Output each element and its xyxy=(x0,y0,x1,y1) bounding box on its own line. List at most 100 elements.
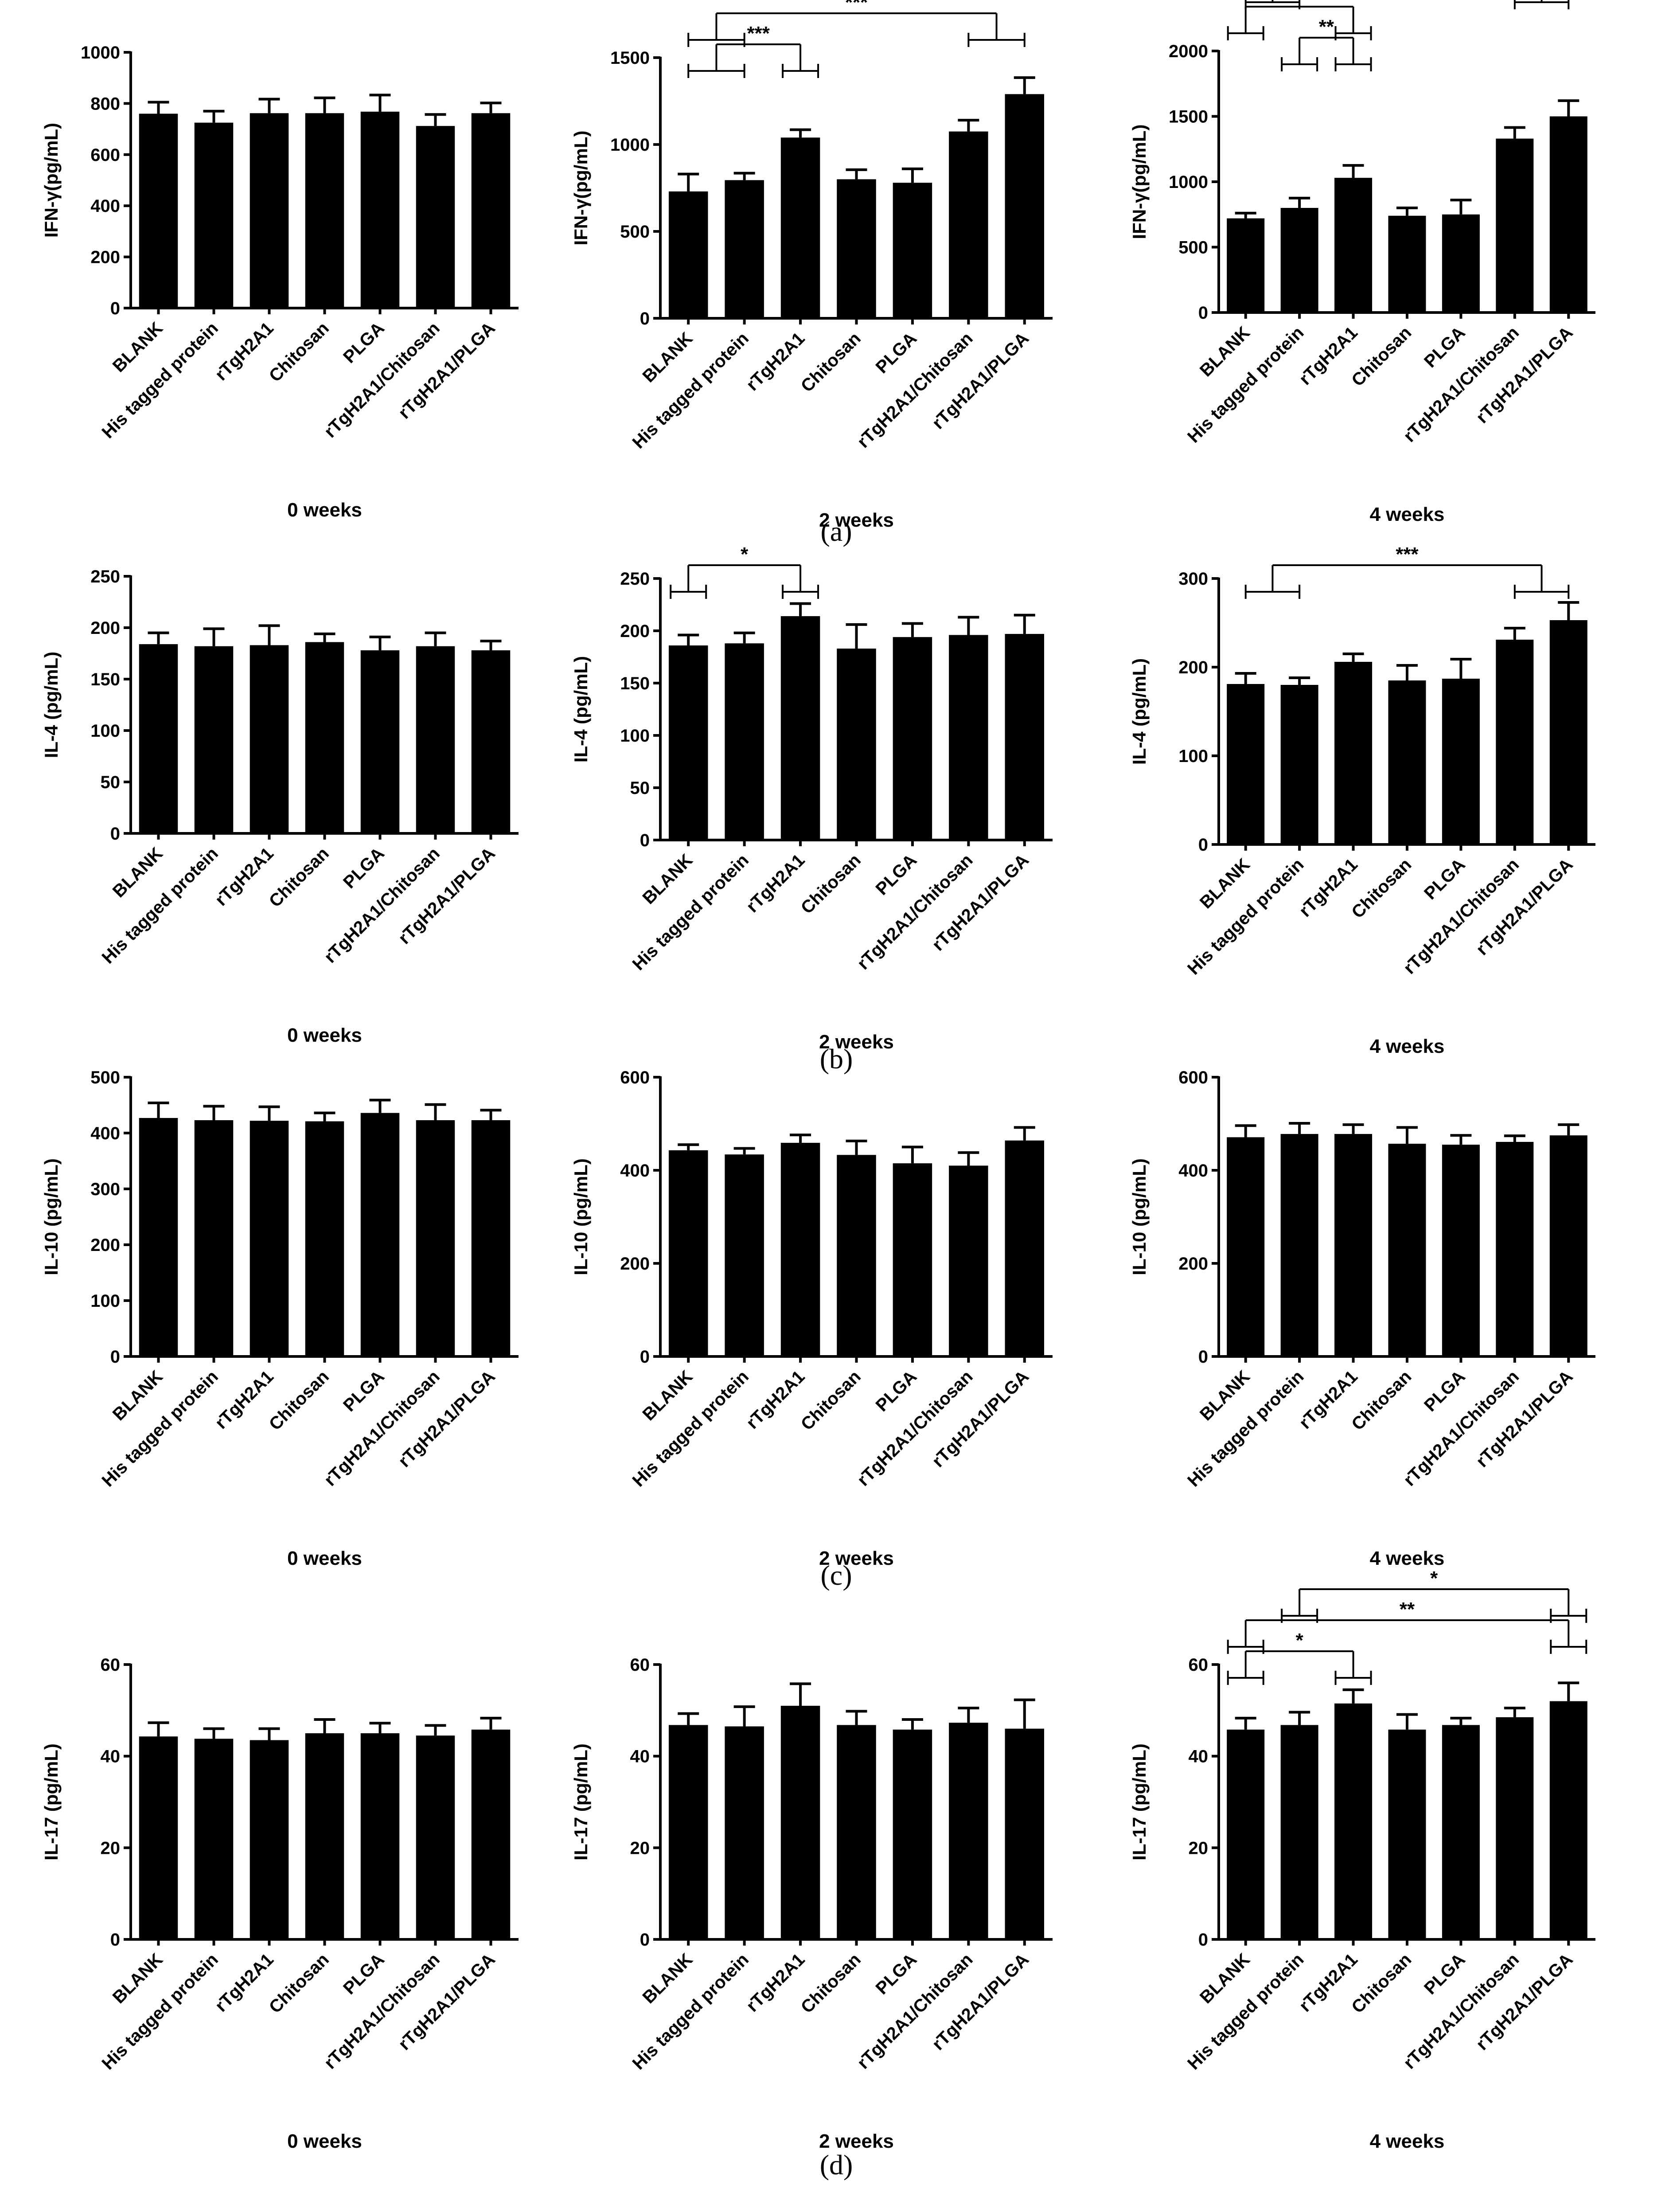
bar xyxy=(893,1163,932,1356)
bar xyxy=(1496,138,1534,313)
y-tick-label: 200 xyxy=(90,1235,120,1255)
bar xyxy=(416,646,455,833)
y-tick-label: 0 xyxy=(1198,1930,1208,1950)
bar xyxy=(1280,208,1318,313)
y-tick-label: 100 xyxy=(620,726,650,746)
y-axis-label: IL-4 (pg/mL) xyxy=(41,652,62,758)
y-axis-label: IFN-γ(pg/mL) xyxy=(1129,125,1150,239)
bar xyxy=(893,1729,932,1939)
bar xyxy=(668,1150,708,1356)
y-tick-label: 0 xyxy=(640,831,650,850)
y-tick-label: 60 xyxy=(1189,1655,1209,1675)
bar xyxy=(471,1120,511,1356)
y-tick-label: 0 xyxy=(640,309,650,328)
bar xyxy=(250,1121,289,1356)
y-tick-label: 40 xyxy=(1189,1747,1209,1766)
bar xyxy=(1442,1145,1480,1356)
bar xyxy=(360,111,400,308)
bar xyxy=(250,645,289,833)
x-axis-label: 2 weeks xyxy=(819,2130,894,2152)
bar xyxy=(1442,679,1480,844)
bar xyxy=(360,650,400,833)
panel-label-c: (c) xyxy=(820,1559,852,1591)
significance-label: ** xyxy=(1400,1598,1415,1620)
y-tick-label: 60 xyxy=(101,1655,121,1675)
bar xyxy=(305,1121,344,1356)
bar xyxy=(471,1729,511,1939)
bar xyxy=(725,1726,764,1939)
y-tick-label: 600 xyxy=(620,1068,650,1087)
y-axis-label: IL-10 (pg/mL) xyxy=(570,1158,591,1275)
y-tick-label: 100 xyxy=(90,721,120,741)
bar xyxy=(139,1736,178,1939)
bar xyxy=(837,1725,876,1939)
y-tick-label: 40 xyxy=(630,1747,650,1766)
x-axis-label: 4 weeks xyxy=(1370,2130,1445,2152)
bar xyxy=(1549,116,1587,313)
bar xyxy=(837,649,876,840)
bar xyxy=(1496,640,1534,844)
bar xyxy=(139,113,178,308)
y-tick-label: 300 xyxy=(1178,569,1208,589)
bar xyxy=(416,126,455,308)
bar xyxy=(1442,1725,1480,1939)
bar xyxy=(194,1120,234,1356)
bar xyxy=(725,1154,764,1356)
y-tick-label: 1000 xyxy=(1169,172,1208,192)
bar xyxy=(305,113,344,309)
y-tick-label: 500 xyxy=(1178,238,1208,258)
y-tick-label: 150 xyxy=(620,674,650,693)
y-tick-label: 1500 xyxy=(610,48,650,68)
x-axis-label: 0 weeks xyxy=(287,1548,362,1569)
y-tick-label: 20 xyxy=(630,1838,650,1858)
bar xyxy=(949,635,988,840)
bar xyxy=(893,637,932,840)
y-tick-label: 150 xyxy=(90,670,120,689)
y-tick-label: 20 xyxy=(1189,1838,1209,1858)
y-tick-label: 500 xyxy=(620,222,650,242)
y-tick-label: 200 xyxy=(90,618,120,638)
panel-label-d: (d) xyxy=(820,2149,853,2181)
bar xyxy=(1227,1137,1265,1356)
bar xyxy=(471,113,511,309)
bar xyxy=(1549,1135,1587,1356)
y-axis-label: IL-17 (pg/mL) xyxy=(570,1743,591,1860)
bar xyxy=(949,1165,988,1356)
y-tick-label: 0 xyxy=(110,824,120,844)
y-tick-label: 600 xyxy=(1178,1068,1208,1087)
bar xyxy=(1334,1703,1373,1939)
bar xyxy=(305,1733,344,1939)
bar xyxy=(1496,1141,1534,1356)
y-tick-label: 400 xyxy=(620,1161,650,1180)
bar xyxy=(725,643,764,840)
bar xyxy=(780,137,820,318)
bar xyxy=(1280,685,1318,844)
y-tick-label: 400 xyxy=(90,196,120,216)
y-tick-label: 250 xyxy=(620,569,650,589)
bar xyxy=(949,1723,988,1939)
x-axis-label: 4 weeks xyxy=(1370,1548,1445,1569)
bar xyxy=(1005,94,1045,318)
bar xyxy=(1227,684,1265,844)
bar xyxy=(139,1118,178,1356)
bar xyxy=(1334,178,1373,313)
bar xyxy=(780,1143,820,1356)
bar xyxy=(1549,1701,1587,1939)
bar xyxy=(668,1725,708,1939)
y-tick-label: 100 xyxy=(1178,746,1208,766)
y-tick-label: 50 xyxy=(630,778,650,798)
x-axis-label: 0 weeks xyxy=(287,1024,362,1046)
bar xyxy=(1005,634,1045,840)
y-axis-label: IL-4 (pg/mL) xyxy=(1129,658,1150,765)
bar xyxy=(250,113,289,309)
y-tick-label: 800 xyxy=(90,94,120,113)
y-tick-label: 200 xyxy=(90,248,120,267)
panel-label-b: (b) xyxy=(820,1043,853,1075)
y-axis-label: IFN-γ(pg/mL) xyxy=(41,123,62,238)
bar xyxy=(194,1739,234,1939)
y-tick-label: 400 xyxy=(1178,1161,1208,1180)
y-tick-label: 0 xyxy=(640,1930,650,1950)
bar xyxy=(949,131,988,318)
y-tick-label: 0 xyxy=(640,1347,650,1367)
